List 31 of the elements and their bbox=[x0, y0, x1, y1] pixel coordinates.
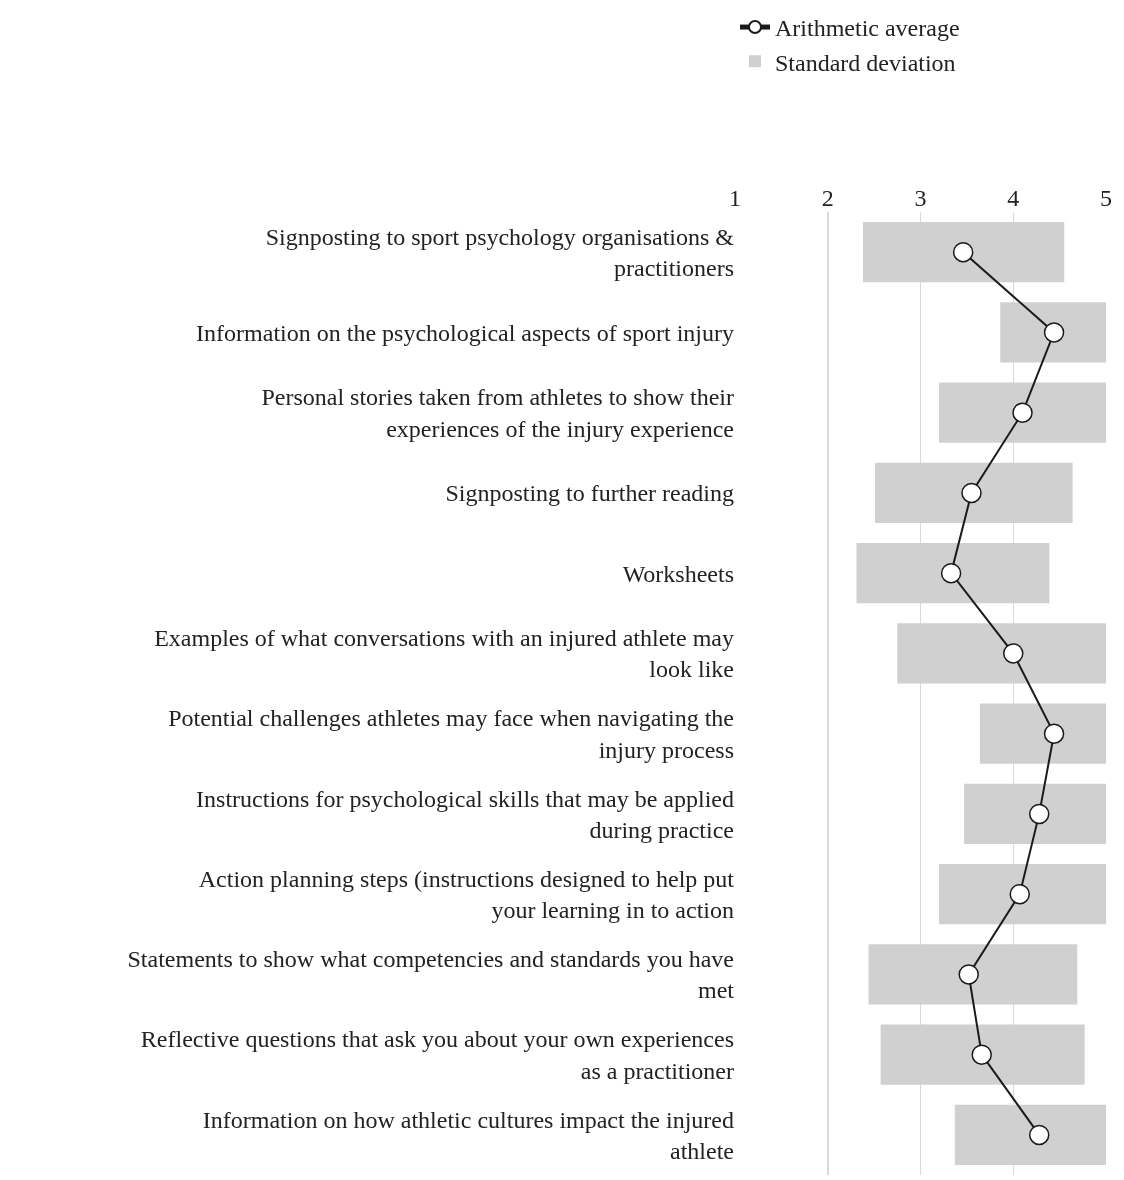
point bbox=[1003, 643, 1024, 664]
y-tick-label: Personal stories taken from athletes to show their experiences of the injury experience bbox=[261, 384, 734, 442]
point bbox=[1028, 1124, 1050, 1146]
y-tick-label: Reflective questions that ask you about your own experiences as a practitioner bbox=[140, 1026, 734, 1084]
y-tick-label: Information on how athletic cultures impact the injured athlete bbox=[202, 1106, 734, 1164]
legend-label: Arithmetic average bbox=[775, 15, 960, 42]
legend-label: Standard deviation bbox=[775, 49, 956, 76]
point bbox=[952, 241, 974, 263]
x-tick-label: 1 bbox=[729, 185, 741, 212]
point bbox=[1043, 322, 1065, 343]
x-tick-label: 5 bbox=[1100, 185, 1112, 212]
point bbox=[1009, 883, 1030, 905]
y-tick-label: Potential challenges athletes may face when navigating the injury process bbox=[168, 705, 734, 763]
point bbox=[958, 964, 979, 985]
point bbox=[1028, 803, 1050, 825]
y-tick-label: Signposting to sport psychology organisations & practitioners bbox=[265, 223, 735, 282]
y-tick-label: Signposting to further reading bbox=[445, 480, 734, 507]
y-tick-label: Statements to show what competencies and standards you have met bbox=[127, 946, 735, 1004]
y-tick-label: Worksheets bbox=[622, 560, 734, 587]
y-tick-label: Instructions for psychological skills that may be applied during practice bbox=[196, 785, 734, 843]
point bbox=[1043, 723, 1065, 744]
point bbox=[1012, 402, 1033, 423]
point bbox=[971, 1044, 992, 1065]
y-tick-label: Information on the psychological aspects of sport injury bbox=[196, 319, 734, 346]
point bbox=[940, 562, 962, 584]
point bbox=[961, 482, 982, 504]
y-tick-label: Action planning steps (instructions designed to help put your learning in to action bbox=[198, 865, 735, 924]
x-tick-label: 2 bbox=[821, 185, 834, 212]
y-tick-label: Examples of what conversations with an injured athlete may look like bbox=[154, 625, 734, 683]
x-tick-label: 3 bbox=[914, 185, 927, 212]
x-tick-label: 4 bbox=[1007, 185, 1020, 212]
